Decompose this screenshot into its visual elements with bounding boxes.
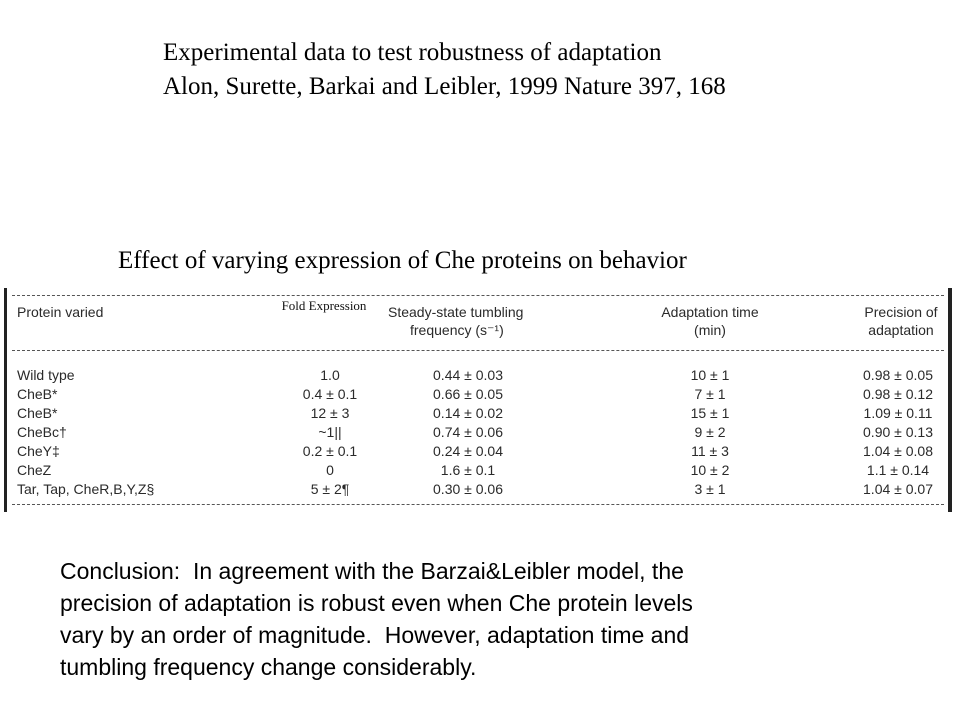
cell-precision: 1.09 ± 0.11 (863, 405, 933, 421)
header-precision: Precision of adaptation (846, 303, 956, 339)
table-top-rule (12, 295, 944, 296)
table-subtitle: Effect of varying expression of Che prot… (118, 247, 687, 274)
cell-fold: 12 ± 3 (310, 405, 350, 421)
cell-adaptation: 10 ± 1 (690, 367, 730, 383)
conclusion-line-1: Conclusion: In agreement with the Barzai… (60, 558, 684, 584)
header-adaptation-line-1: Adaptation time (661, 304, 759, 320)
data-table: Protein varied Fold Expression Steady-st… (0, 286, 960, 516)
cell-tumbling: 0.66 ± 0.05 (433, 386, 503, 402)
cell-adaptation: 15 ± 1 (690, 405, 730, 421)
cell-adaptation: 7 ± 1 (694, 386, 726, 402)
title-line-2: Alon, Surette, Barkai and Leibler, 1999 … (163, 73, 726, 100)
cell-protein: Tar, Tap, CheR,B,Y,Z§ (17, 481, 155, 497)
table-row: Tar, Tap, CheR,B,Y,Z§ 5 ± 2¶ 0.30 ± 0.06… (0, 480, 960, 499)
table-right-border (948, 288, 952, 512)
cell-fold: 0.2 ± 0.1 (302, 443, 358, 459)
cell-protein: CheB* (17, 405, 58, 421)
header-precision-line-2: adaptation (868, 322, 934, 338)
cell-adaptation: 3 ± 1 (694, 481, 726, 497)
cell-adaptation: 11 ± 3 (691, 443, 729, 459)
cell-protein: CheB* (17, 386, 58, 402)
cell-adaptation: 9 ± 2 (694, 424, 726, 440)
cell-precision: 0.98 ± 0.05 (863, 367, 933, 383)
conclusion-line-2: precision of adaptation is robust even w… (60, 590, 693, 616)
cell-precision: 1.1 ± 0.14 (866, 462, 930, 478)
conclusion-line-3: vary by an order of magnitude. However, … (60, 622, 690, 648)
table-bottom-rule (12, 504, 944, 505)
table-row: CheY‡ 0.2 ± 0.1 0.24 ± 0.04 11 ± 3 1.04 … (0, 442, 960, 461)
header-fold-expression: Fold Expression (281, 298, 367, 313)
cell-protein: CheY‡ (17, 443, 60, 459)
cell-protein: CheZ (17, 462, 52, 478)
cell-protein: CheBc† (17, 424, 67, 440)
header-tumbling-line-2: frequency (s⁻¹) (410, 322, 504, 338)
header-protein-varied: Protein varied (17, 304, 104, 320)
cell-fold: ~1|| (318, 424, 342, 440)
table-row: CheB* 0.4 ± 0.1 0.66 ± 0.05 7 ± 1 0.98 ±… (0, 385, 960, 404)
table-header-rule (12, 350, 944, 351)
header-adaptation-line-2: (min) (694, 322, 726, 338)
title-block: Experimental data to test robustness of … (163, 36, 726, 104)
header-precision-line-1: Precision of (864, 304, 938, 320)
cell-precision: 0.98 ± 0.12 (863, 386, 933, 402)
cell-protein: Wild type (17, 367, 75, 383)
cell-tumbling: 0.14 ± 0.02 (433, 405, 503, 421)
cell-adaptation: 10 ± 2 (690, 462, 730, 478)
header-tumbling-line-1: Steady-state tumbling (388, 304, 524, 320)
cell-fold: 0 (326, 462, 334, 478)
title-line-1: Experimental data to test robustness of … (163, 39, 662, 66)
cell-fold: 1.0 (320, 367, 340, 383)
cell-tumbling: 0.24 ± 0.04 (433, 443, 503, 459)
table-row: Wild type 1.0 0.44 ± 0.03 10 ± 1 0.98 ± … (0, 366, 960, 385)
header-tumbling-frequency: Steady-state tumbling frequency (s⁻¹) (388, 303, 523, 339)
cell-precision: 1.04 ± 0.07 (863, 481, 933, 497)
cell-tumbling: 1.6 ± 0.1 (440, 462, 496, 478)
cell-tumbling: 0.30 ± 0.06 (433, 481, 503, 497)
table-row: CheB* 12 ± 3 0.14 ± 0.02 15 ± 1 1.09 ± 0… (0, 404, 960, 423)
cell-tumbling: 0.74 ± 0.06 (433, 424, 503, 440)
conclusion-paragraph: Conclusion: In agreement with the Barzai… (60, 555, 930, 683)
cell-precision: 1.04 ± 0.08 (863, 443, 933, 459)
header-adaptation-time: Adaptation time (min) (620, 303, 800, 339)
cell-fold: 0.4 ± 0.1 (302, 386, 358, 402)
cell-fold: 5 ± 2¶ (310, 481, 350, 497)
table-left-border (4, 288, 7, 512)
conclusion-line-4: tumbling frequency change considerably. (60, 654, 477, 680)
cell-tumbling: 0.44 ± 0.03 (433, 367, 503, 383)
table-row: CheZ 0 1.6 ± 0.1 10 ± 2 1.1 ± 0.14 (0, 461, 960, 480)
table-body: Wild type 1.0 0.44 ± 0.03 10 ± 1 0.98 ± … (0, 366, 960, 499)
cell-precision: 0.90 ± 0.13 (863, 424, 933, 440)
table-row: CheBc† ~1|| 0.74 ± 0.06 9 ± 2 0.90 ± 0.1… (0, 423, 960, 442)
